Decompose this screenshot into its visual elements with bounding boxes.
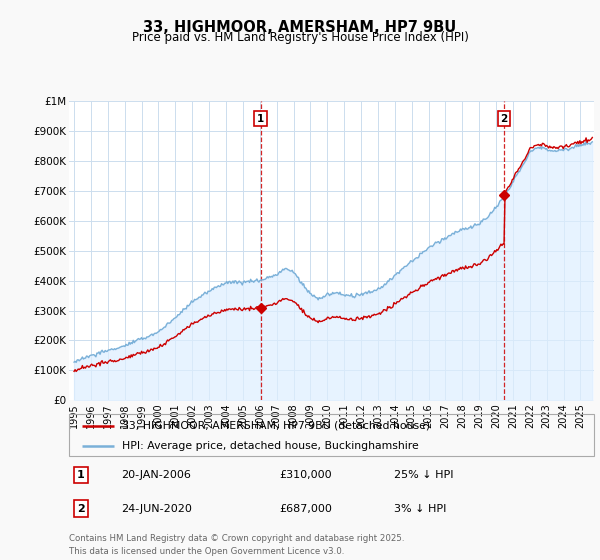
Text: £310,000: £310,000 — [279, 470, 332, 480]
Text: 2: 2 — [500, 114, 508, 124]
Text: £687,000: £687,000 — [279, 503, 332, 514]
Text: Price paid vs. HM Land Registry's House Price Index (HPI): Price paid vs. HM Land Registry's House … — [131, 31, 469, 44]
Text: 3% ↓ HPI: 3% ↓ HPI — [395, 503, 447, 514]
Text: 33, HIGHMOOR, AMERSHAM, HP7 9BU (detached house): 33, HIGHMOOR, AMERSHAM, HP7 9BU (detache… — [121, 421, 430, 431]
Text: 25% ↓ HPI: 25% ↓ HPI — [395, 470, 454, 480]
Text: HPI: Average price, detached house, Buckinghamshire: HPI: Average price, detached house, Buck… — [121, 441, 418, 451]
Text: 1: 1 — [77, 470, 85, 480]
Text: Contains HM Land Registry data © Crown copyright and database right 2025.
This d: Contains HM Land Registry data © Crown c… — [69, 534, 404, 556]
Text: 24-JUN-2020: 24-JUN-2020 — [121, 503, 193, 514]
Text: 20-JAN-2006: 20-JAN-2006 — [121, 470, 191, 480]
Text: 33, HIGHMOOR, AMERSHAM, HP7 9BU: 33, HIGHMOOR, AMERSHAM, HP7 9BU — [143, 20, 457, 35]
Text: 1: 1 — [257, 114, 265, 124]
Text: 2: 2 — [77, 503, 85, 514]
